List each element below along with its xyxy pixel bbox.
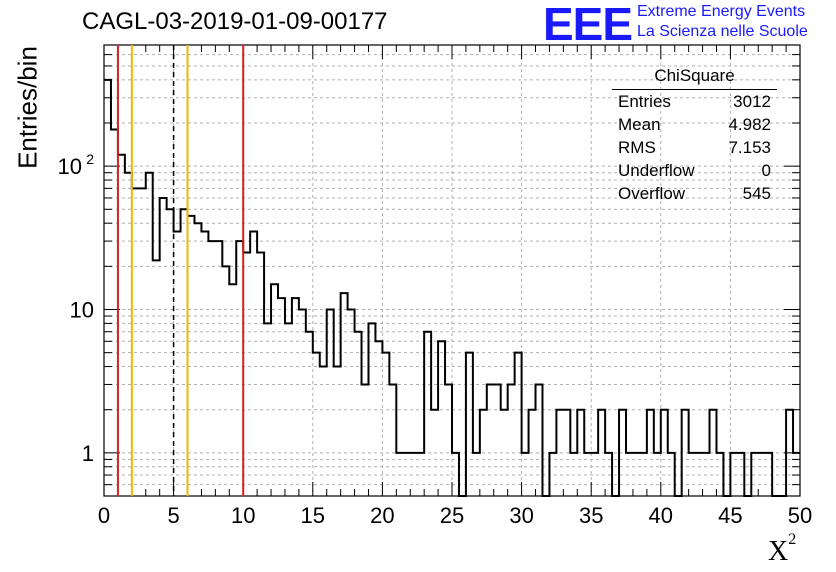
y-tick-label: 1 <box>82 441 94 466</box>
stats-label: RMS <box>618 138 656 157</box>
x-tick-label: 10 <box>231 503 255 528</box>
stats-title: ChiSquare <box>612 66 777 90</box>
y-axis-label: Entries/bin <box>12 46 43 169</box>
stats-row-overflow: Overflow 545 <box>612 182 777 205</box>
x-tick-label: 15 <box>301 503 325 528</box>
x-tick-label: 0 <box>98 503 110 528</box>
x-axis-label-base: X <box>768 536 789 567</box>
stats-value: 3012 <box>733 92 771 111</box>
stats-row-mean: Mean 4.982 <box>612 113 777 136</box>
logo-line-2: La Scienza nelle Scuole <box>637 23 808 40</box>
x-axis-label-sup: 2 <box>788 530 797 548</box>
stats-value: 545 <box>742 184 771 203</box>
stats-value: 4.982 <box>728 115 771 134</box>
x-axis-label: X2 <box>768 531 796 568</box>
histogram-series <box>104 78 800 497</box>
x-tick-label: 30 <box>509 503 533 528</box>
y-tick-label: 10 <box>70 297 94 322</box>
stats-label: Overflow <box>618 184 686 203</box>
x-tick-label: 20 <box>370 503 394 528</box>
stats-label: Entries <box>618 92 671 111</box>
y-tick-label-sup: 2 <box>86 151 94 167</box>
x-tick-label: 35 <box>579 503 603 528</box>
stats-row-rms: RMS 7.153 <box>612 136 777 159</box>
logo-line-1: Extreme Energy Events <box>637 3 806 20</box>
stats-box: ChiSquare Entries 3012 Mean 4.982 RMS 7.153… <box>612 66 777 205</box>
x-tick-label: 25 <box>440 503 464 528</box>
run-title: CAGL-03-2019-01-09-00177 <box>82 8 388 35</box>
stats-value: 0 <box>761 161 771 180</box>
stats-row-underflow: Underflow 0 <box>612 159 777 182</box>
x-tick-label: 50 <box>788 503 812 528</box>
stats-value: 7.153 <box>728 138 771 157</box>
y-tick-label: 10 <box>58 154 82 179</box>
stats-label: Mean <box>618 115 661 134</box>
x-tick-label: 45 <box>718 503 742 528</box>
x-tick-label: 40 <box>649 503 673 528</box>
x-tick-label: 5 <box>167 503 179 528</box>
eee-logo-mark: EEE <box>543 0 633 50</box>
stats-row-entries: Entries 3012 <box>612 90 777 113</box>
stats-label: Underflow <box>618 161 695 180</box>
